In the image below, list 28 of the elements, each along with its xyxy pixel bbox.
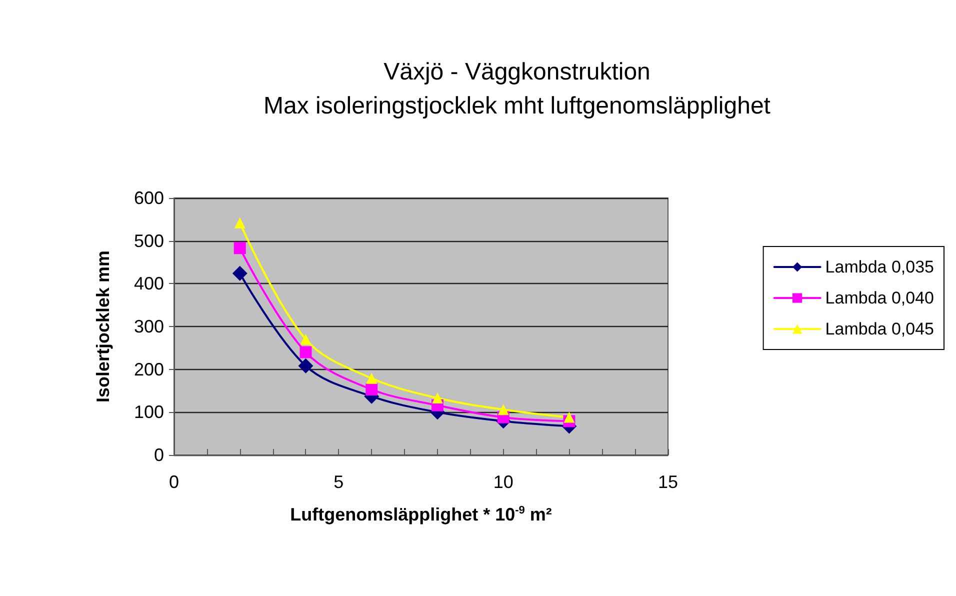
point bbox=[366, 383, 378, 396]
x-tick-label: 0 bbox=[168, 472, 180, 492]
point bbox=[432, 392, 443, 404]
x-tick-label: 15 bbox=[658, 472, 678, 492]
chart-subtitle: Max isoleringstjocklek mht luftgenomsläpplighet bbox=[264, 92, 771, 120]
point bbox=[300, 346, 312, 358]
chart-title: Växjö - Väggkonstruktion bbox=[384, 58, 650, 86]
y-tick-label: 0 bbox=[154, 445, 164, 465]
y-tick-label: 300 bbox=[134, 316, 164, 336]
point bbox=[300, 334, 312, 345]
x-tick-label: 10 bbox=[493, 472, 514, 492]
point bbox=[298, 358, 314, 374]
x-tick-label: 5 bbox=[334, 472, 344, 492]
legend-label: Lambda 0,035 bbox=[825, 258, 934, 276]
point bbox=[234, 242, 246, 254]
legend-label: Lambda 0,045 bbox=[825, 320, 934, 338]
legend-label: Lambda 0,040 bbox=[825, 288, 934, 308]
y-tick-label: 500 bbox=[134, 230, 164, 251]
y-tick-label: 200 bbox=[134, 359, 164, 380]
point bbox=[366, 372, 378, 384]
point bbox=[234, 217, 246, 228]
point bbox=[232, 266, 248, 281]
y-axis-title: Isolertjocklek mm bbox=[93, 250, 113, 403]
y-tick-label: 100 bbox=[134, 402, 164, 422]
y-tick-label: 600 bbox=[134, 188, 164, 208]
point bbox=[498, 404, 509, 416]
y-tick-label: 400 bbox=[134, 274, 164, 294]
point bbox=[564, 412, 575, 423]
